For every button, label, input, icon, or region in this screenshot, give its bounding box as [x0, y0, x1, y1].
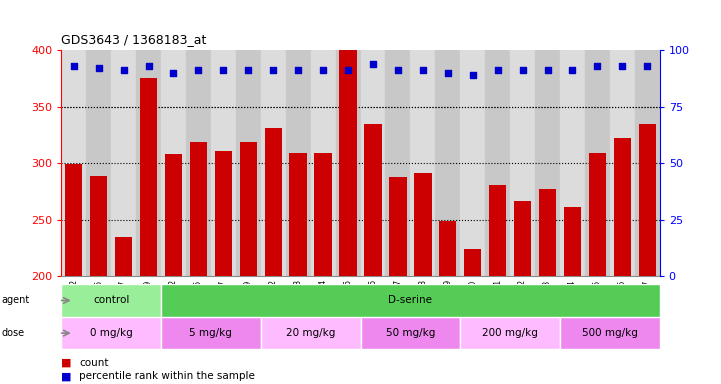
- Point: [118, 67, 129, 73]
- Point: [143, 63, 154, 69]
- Bar: [115, 237, 133, 276]
- Text: 5 mg/kg: 5 mg/kg: [190, 328, 232, 338]
- Bar: [136, 50, 161, 276]
- Bar: [239, 142, 257, 276]
- Bar: [588, 153, 606, 276]
- Point: [242, 67, 254, 73]
- Bar: [65, 164, 82, 276]
- Point: [367, 60, 379, 66]
- Bar: [439, 221, 456, 276]
- Text: 0 mg/kg: 0 mg/kg: [90, 328, 133, 338]
- Text: 20 mg/kg: 20 mg/kg: [286, 328, 335, 338]
- Point: [592, 63, 603, 69]
- Bar: [360, 50, 386, 276]
- Text: GDS3643 / 1368183_at: GDS3643 / 1368183_at: [61, 33, 207, 46]
- Bar: [514, 200, 531, 276]
- Point: [442, 70, 454, 76]
- Bar: [460, 317, 560, 349]
- Bar: [585, 50, 610, 276]
- Bar: [639, 124, 656, 276]
- Point: [218, 67, 229, 73]
- Point: [417, 67, 428, 73]
- Point: [567, 67, 578, 73]
- Text: D-serine: D-serine: [389, 295, 433, 306]
- Text: count: count: [79, 358, 109, 368]
- Text: agent: agent: [1, 295, 30, 306]
- Bar: [286, 50, 311, 276]
- Point: [342, 67, 354, 73]
- Point: [642, 63, 653, 69]
- Point: [168, 70, 180, 76]
- Bar: [215, 151, 232, 276]
- Point: [68, 63, 79, 69]
- Bar: [211, 50, 236, 276]
- Bar: [61, 317, 161, 349]
- Bar: [161, 284, 660, 317]
- Text: percentile rank within the sample: percentile rank within the sample: [79, 371, 255, 381]
- Bar: [564, 207, 581, 276]
- Text: control: control: [93, 295, 129, 306]
- Bar: [165, 154, 182, 276]
- Text: 500 mg/kg: 500 mg/kg: [582, 328, 638, 338]
- Bar: [265, 128, 282, 276]
- Bar: [186, 50, 211, 276]
- Text: 200 mg/kg: 200 mg/kg: [482, 328, 538, 338]
- Point: [193, 67, 204, 73]
- Bar: [61, 284, 161, 317]
- Bar: [489, 185, 506, 276]
- Point: [616, 63, 628, 69]
- Bar: [261, 50, 286, 276]
- Bar: [360, 317, 460, 349]
- Bar: [610, 50, 634, 276]
- Bar: [634, 50, 660, 276]
- Bar: [386, 50, 410, 276]
- Bar: [289, 153, 307, 276]
- Bar: [161, 50, 186, 276]
- Bar: [314, 153, 332, 276]
- Bar: [61, 50, 87, 276]
- Bar: [485, 50, 510, 276]
- Bar: [389, 177, 407, 276]
- Bar: [410, 50, 435, 276]
- Point: [467, 72, 479, 78]
- Bar: [614, 138, 631, 276]
- Point: [317, 67, 329, 73]
- Bar: [261, 317, 360, 349]
- Bar: [236, 50, 261, 276]
- Bar: [435, 50, 460, 276]
- Text: ■: ■: [61, 371, 72, 381]
- Bar: [364, 124, 381, 276]
- Bar: [90, 175, 107, 276]
- Bar: [464, 249, 482, 276]
- Text: 50 mg/kg: 50 mg/kg: [386, 328, 435, 338]
- Point: [541, 67, 553, 73]
- Bar: [414, 174, 432, 276]
- Bar: [140, 78, 157, 276]
- Point: [517, 67, 528, 73]
- Bar: [111, 50, 136, 276]
- Bar: [161, 317, 261, 349]
- Bar: [560, 317, 660, 349]
- Point: [392, 67, 404, 73]
- Bar: [311, 50, 335, 276]
- Bar: [560, 50, 585, 276]
- Bar: [460, 50, 485, 276]
- Text: dose: dose: [1, 328, 25, 338]
- Bar: [510, 50, 535, 276]
- Bar: [340, 50, 357, 276]
- Bar: [535, 50, 560, 276]
- Point: [93, 65, 105, 71]
- Point: [492, 67, 503, 73]
- Bar: [335, 50, 360, 276]
- Bar: [87, 50, 111, 276]
- Bar: [539, 189, 556, 276]
- Text: ■: ■: [61, 358, 72, 368]
- Point: [267, 67, 279, 73]
- Bar: [190, 142, 207, 276]
- Point: [293, 67, 304, 73]
